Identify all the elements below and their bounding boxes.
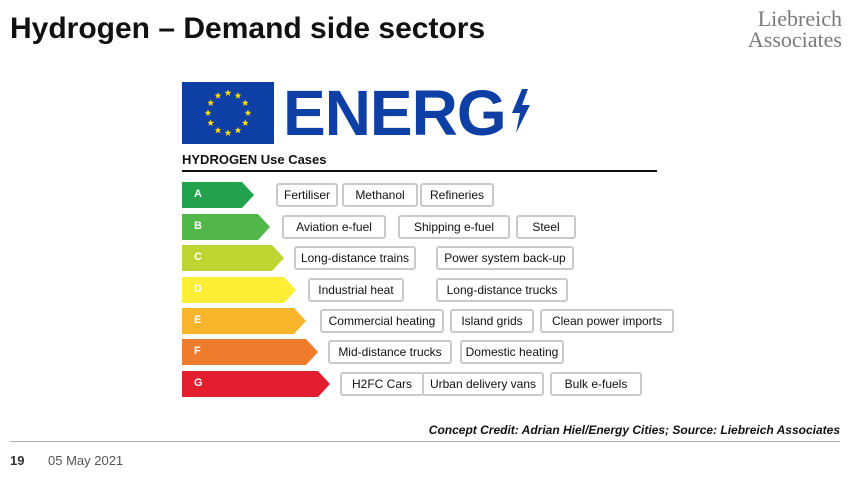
eu-star	[207, 119, 215, 126]
rating-arrow-g: G	[182, 371, 330, 397]
use-case-chip: Methanol	[342, 183, 418, 207]
rating-grade: C	[194, 251, 202, 263]
use-case-chip: Steel	[516, 215, 576, 239]
rating-row-f: F Mid-distance trucks Domestic heating	[180, 339, 680, 367]
eu-star	[204, 109, 212, 116]
use-case-chip: Urban delivery vans	[422, 372, 544, 396]
rating-grade: F	[194, 345, 201, 357]
use-case-chip: Long-distance trains	[294, 246, 416, 270]
slide-title: Hydrogen – Demand side sectors	[10, 12, 486, 45]
eu-star	[241, 99, 249, 106]
eu-star	[224, 89, 232, 96]
eu-star	[234, 92, 242, 99]
use-case-chip: H2FC Cars	[340, 372, 424, 396]
rating-row-b: B Aviation e-fuel Shipping e-fuel Steel	[180, 214, 680, 242]
rating-row-g: G H2FC Cars Urban delivery vans Bulk e-fuel…	[180, 371, 680, 399]
rating-row-e: E Commercial heating Island grids Clean pow…	[180, 308, 680, 336]
eu-star	[207, 99, 215, 106]
rating-row-a: A Fertiliser Methanol Refineries	[180, 182, 680, 210]
liebreich-logo: Liebreich Associates	[747, 6, 842, 52]
rating-row-d: D Industrial heat Long-distance trucks	[180, 277, 680, 305]
use-case-chip: Power system back-up	[436, 246, 574, 270]
eu-star	[244, 109, 252, 116]
eu-flag-icon	[182, 82, 274, 144]
rating-arrow-a: A	[182, 182, 254, 208]
use-case-chip: Mid-distance trucks	[328, 340, 452, 364]
logo-line-1: Liebreich	[757, 6, 842, 31]
rating-arrow-c: C	[182, 245, 284, 271]
slide-date: 05 May 2021	[48, 453, 124, 468]
rating-grade: G	[194, 377, 203, 389]
use-case-chip: Industrial heat	[308, 278, 404, 302]
source-credit: Concept Credit: Adrian Hiel/Energy Citie…	[428, 423, 840, 437]
energy-label: ENERG HYDROGEN Use Cases A Fertiliser Meth…	[180, 80, 680, 400]
use-case-chip: Long-distance trucks	[436, 278, 568, 302]
rating-grade: E	[194, 314, 202, 326]
rating-grade: D	[194, 283, 202, 295]
rating-arrow-b: B	[182, 214, 270, 240]
footer-divider	[10, 441, 840, 442]
logo-line-2: Associates	[747, 27, 842, 52]
energy-brand-text: ENERG	[283, 77, 507, 149]
use-case-chip: Refineries	[420, 183, 494, 207]
rating-arrow-e: E	[182, 308, 306, 334]
page-number: 19	[10, 453, 25, 468]
use-case-chip: Commercial heating	[320, 309, 444, 333]
title-divider	[182, 170, 657, 172]
use-case-chip: Domestic heating	[460, 340, 564, 364]
energy-brand: ENERG	[283, 77, 532, 149]
use-case-chip: Island grids	[450, 309, 534, 333]
eu-star	[241, 119, 249, 126]
use-case-chip: Clean power imports	[540, 309, 674, 333]
label-title: HYDROGEN Use Cases	[182, 152, 327, 167]
eu-star	[214, 92, 222, 99]
eu-star	[224, 129, 232, 136]
lightning-bolt-icon	[510, 88, 532, 138]
use-case-chip: Aviation e-fuel	[282, 215, 386, 239]
rating-grade: B	[194, 220, 202, 232]
use-case-chip: Shipping e-fuel	[398, 215, 510, 239]
rating-grade: A	[194, 188, 202, 200]
eu-star	[234, 126, 242, 134]
use-case-chip: Bulk e-fuels	[550, 372, 642, 396]
rating-arrow-d: D	[182, 277, 296, 303]
eu-star	[214, 126, 222, 134]
rating-row-c: C Long-distance trains Power system back-u…	[180, 245, 680, 273]
use-case-chip: Fertiliser	[276, 183, 338, 207]
rating-arrow-f: F	[182, 339, 318, 365]
